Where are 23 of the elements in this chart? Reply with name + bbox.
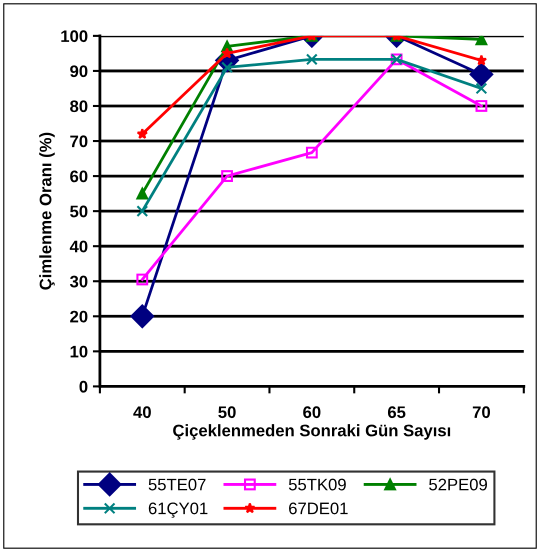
legend-label: 52PE09	[429, 478, 487, 490]
x-tick-label: 40	[133, 406, 151, 418]
y-tick-label: 70	[70, 135, 88, 148]
legend-label: 55TE07	[148, 478, 206, 490]
y-tick-label: 90	[70, 65, 88, 78]
legend-label: 67DE01	[289, 502, 348, 514]
x-tick-label: 50	[218, 406, 236, 418]
legend-label: 55TK09	[288, 478, 346, 490]
y-tick-label: 40	[70, 240, 88, 252]
legend-label: 61ÇY01	[148, 502, 208, 518]
x-axis-title: Çiçeklenmeden Sonraki Gün Sayısı	[173, 424, 450, 440]
y-tick-label: 10	[70, 346, 88, 358]
y-tick-label: 0	[79, 380, 88, 393]
y-axis-title: Çimlenme Oranı (%)	[39, 132, 55, 290]
y-tick-label: 20	[70, 310, 88, 322]
x-tick-label: 65	[388, 406, 406, 418]
y-tick-label: 30	[70, 276, 88, 288]
x-tick-label: 60	[303, 406, 320, 418]
y-tick-label: 100	[61, 30, 88, 42]
x-tick-label: 70	[472, 406, 490, 418]
y-tick-label: 80	[70, 100, 88, 112]
y-tick-label: 50	[70, 206, 88, 218]
y-tick-label: 60	[70, 170, 88, 182]
